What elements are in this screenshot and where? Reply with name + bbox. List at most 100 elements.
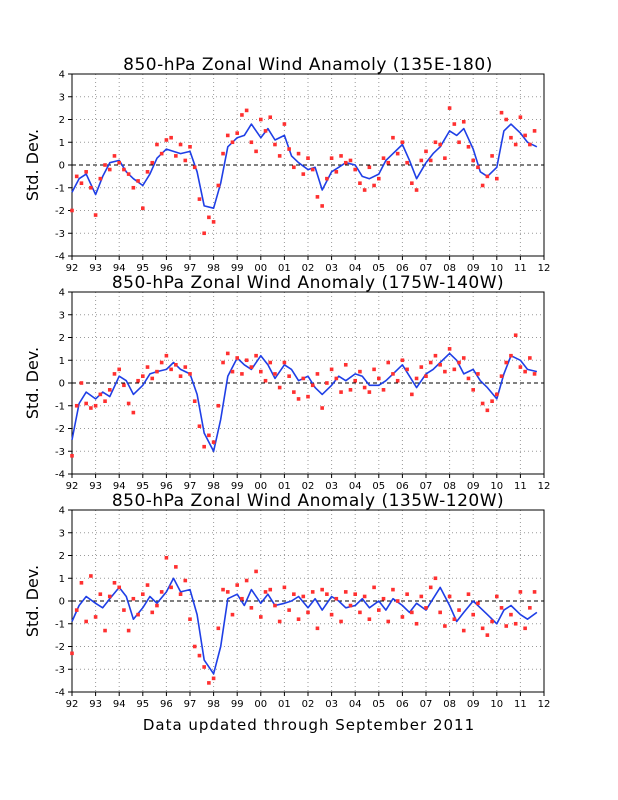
x-tick-label: 05: [372, 263, 385, 274]
data-point: [263, 129, 268, 133]
data-point: [353, 592, 357, 596]
x-tick-label: 04: [349, 481, 362, 492]
data-point: [174, 565, 178, 569]
data-point: [254, 149, 258, 154]
data-point: [79, 581, 84, 585]
x-tick-label: 03: [325, 263, 338, 274]
x-tick-label: 01: [278, 481, 291, 492]
data-point: [315, 195, 320, 199]
data-point: [490, 399, 494, 403]
data-point: [377, 608, 381, 612]
data-point: [334, 376, 339, 381]
data-point: [391, 135, 395, 140]
data-point: [235, 583, 239, 587]
data-point: [410, 610, 414, 615]
data-point: [188, 617, 192, 621]
data-point: [159, 151, 164, 156]
data-point: [381, 388, 386, 392]
y-tick-label: -1: [55, 401, 65, 412]
data-point: [164, 555, 169, 560]
x-tick-label: 97: [184, 699, 197, 710]
y-tick-label: -4: [55, 470, 65, 481]
data-point: [301, 594, 306, 599]
data-point: [419, 365, 424, 369]
data-point: [424, 606, 428, 610]
data-point: [74, 403, 79, 408]
data-point: [164, 138, 169, 142]
data-point: [466, 592, 471, 596]
data-point: [292, 165, 296, 170]
data-point: [532, 129, 537, 133]
data-point: [230, 140, 235, 145]
data-point: [466, 376, 471, 381]
data-point: [518, 115, 523, 120]
data-point: [461, 356, 466, 360]
data-point: [386, 619, 391, 624]
data-point: [320, 406, 324, 410]
data-point: [202, 231, 206, 236]
data-point: [244, 578, 249, 583]
data-point: [202, 444, 206, 449]
data-point: [513, 333, 518, 338]
x-tick-label: 03: [325, 481, 338, 492]
x-tick-label: 12: [538, 699, 551, 710]
data-point: [358, 181, 362, 185]
data-point: [235, 131, 239, 135]
data-point: [315, 626, 320, 631]
data-point: [509, 612, 513, 617]
data-point: [89, 574, 93, 578]
x-tick-label: 01: [278, 699, 291, 710]
x-tick-label: 95: [136, 263, 149, 274]
data-point: [93, 403, 98, 408]
data-point: [244, 108, 249, 113]
data-point: [353, 167, 357, 172]
data-point: [447, 106, 452, 110]
data-point: [126, 401, 131, 406]
x-tick-label: 08: [443, 699, 456, 710]
x-tick-label: 07: [420, 699, 433, 710]
data-point: [320, 204, 324, 208]
data-point: [480, 626, 485, 631]
data-point: [499, 110, 504, 115]
data-point: [225, 133, 230, 138]
y-tick-label: -2: [55, 424, 65, 435]
data-point: [405, 592, 409, 596]
data-point: [310, 590, 315, 594]
x-tick-label: 99: [231, 263, 244, 274]
data-point: [410, 181, 414, 185]
data-point: [523, 133, 527, 138]
y-tick-label: -3: [55, 665, 65, 676]
data-point: [480, 401, 485, 406]
data-point: [254, 353, 258, 358]
data-point: [263, 590, 268, 594]
data-point: [122, 383, 126, 388]
series-line: [71, 352, 538, 453]
y-tick-label: 2: [59, 551, 65, 562]
y-tick-label: -1: [55, 183, 65, 194]
data-point: [207, 215, 211, 220]
x-tick-label: 94: [113, 263, 126, 274]
y-tick-label: 3: [59, 528, 65, 539]
data-point: [268, 587, 273, 592]
data-point: [79, 381, 84, 385]
series-line: [71, 577, 538, 675]
data-point: [348, 158, 353, 163]
y-tick-label: 1: [59, 356, 65, 367]
data-point: [400, 140, 405, 145]
data-point: [334, 596, 339, 601]
data-point: [471, 158, 475, 163]
x-tick-label: 02: [302, 699, 315, 710]
data-point: [126, 172, 131, 176]
data-point: [103, 399, 107, 403]
y-tick-label: -2: [55, 642, 65, 653]
data-point: [263, 378, 268, 383]
data-point: [188, 145, 192, 149]
data-point: [150, 610, 155, 615]
data-point: [249, 140, 254, 145]
data-point: [504, 360, 509, 365]
data-point: [362, 188, 367, 192]
x-tick-label: 06: [396, 263, 409, 274]
x-tick-label: 08: [443, 481, 456, 492]
data-point: [528, 606, 532, 610]
data-point: [98, 176, 103, 181]
